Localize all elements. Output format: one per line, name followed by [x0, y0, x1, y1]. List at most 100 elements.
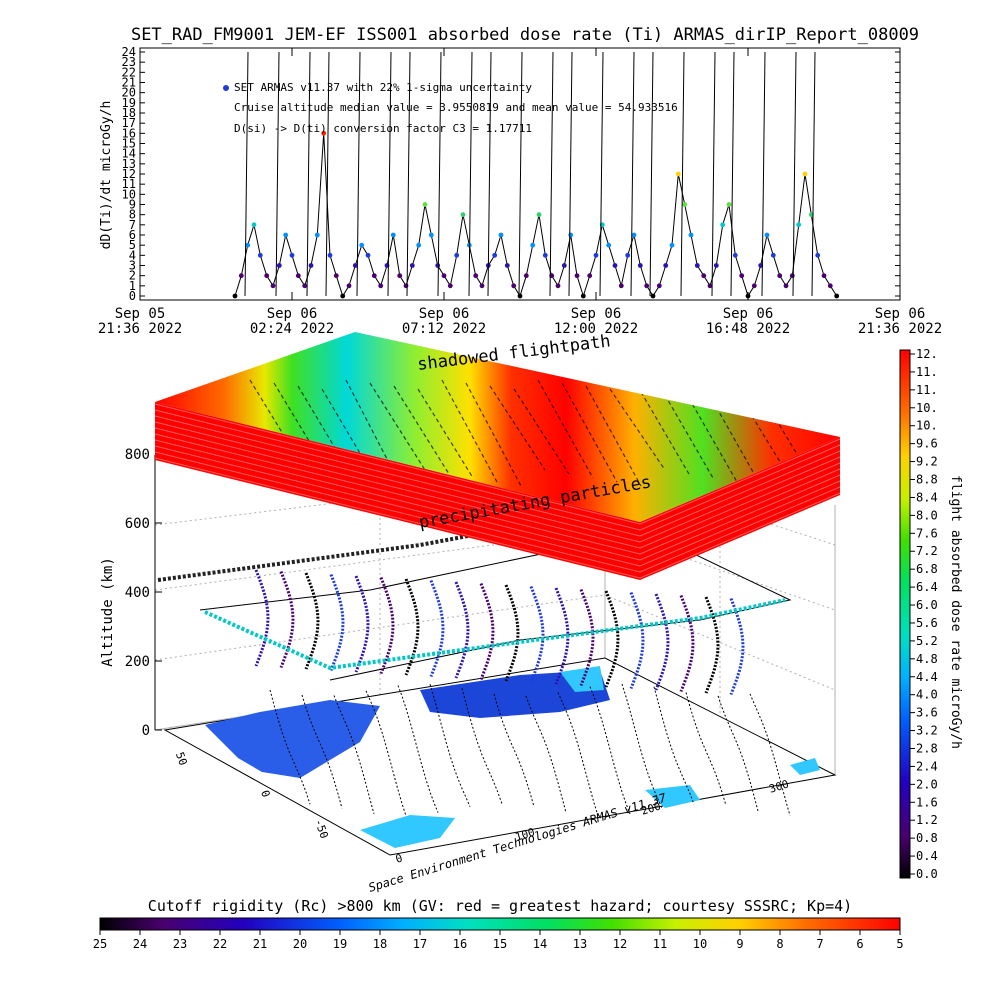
colorbar-tick-label: 7.2 — [916, 544, 938, 558]
orbit-wave — [254, 569, 270, 667]
x-tick-label-date: Sep 06 — [419, 306, 470, 322]
data-point — [625, 252, 631, 258]
orbit-wave — [354, 575, 370, 673]
slab-track — [273, 382, 330, 475]
slab-stripe — [639, 486, 841, 573]
altitude-3d-panel: 0 200 400 600 800 Altitude (km) 50 0 -50 0 100 2… — [100, 331, 841, 895]
latitude-tick-label: 0 — [258, 788, 272, 799]
orbit-wave — [729, 597, 745, 696]
y-tick-label: 5 — [129, 238, 136, 252]
colorbar-tick-label: 3.6 — [916, 706, 938, 720]
slab-track — [681, 385, 738, 483]
y-tick-label: 17 — [122, 116, 136, 130]
data-point — [270, 283, 276, 289]
landmass-south — [790, 758, 820, 775]
colorbar-tick-label: 0.0 — [916, 867, 938, 881]
slab-stripe — [154, 415, 641, 537]
altitude-tick-label: 400 — [125, 585, 150, 601]
spike-line — [518, 51, 523, 297]
data-point — [827, 283, 833, 289]
y-tick-label: 18 — [122, 106, 136, 120]
timeseries-line — [234, 133, 838, 298]
longitude-ticks: 0 100 200 300 — [394, 778, 790, 866]
longitude-tick-label: 0 — [394, 851, 404, 865]
data-point — [378, 283, 384, 289]
data-point — [713, 263, 719, 268]
data-point — [245, 242, 251, 248]
ground-track — [493, 693, 535, 807]
data-point — [435, 263, 441, 268]
spike-line — [468, 51, 473, 297]
cutoff-tick-label: 20 — [293, 937, 307, 951]
y-tick-label: 10 — [122, 187, 136, 201]
slab-stripe — [639, 468, 841, 555]
data-point — [707, 283, 713, 289]
altitude-tick-label: 600 — [125, 516, 150, 532]
slab-track — [369, 382, 426, 471]
longitude-tick-label: 100 — [514, 826, 537, 844]
y-tick-label: 22 — [122, 65, 136, 79]
ground-track — [269, 689, 311, 805]
data-point — [821, 273, 827, 279]
colorbar-tick-label: 4.0 — [916, 688, 938, 702]
spike-line — [325, 51, 330, 297]
data-point — [371, 273, 377, 279]
spike-line — [730, 51, 735, 297]
data-point — [511, 283, 517, 289]
cutoff-tick-label: 10 — [693, 937, 707, 951]
spike-line — [549, 51, 554, 297]
cutoff-tick-label: 24 — [133, 937, 147, 951]
data-point — [663, 263, 669, 268]
slab-stripe — [154, 421, 641, 543]
spike-line — [711, 51, 716, 297]
timeseries-title: SET_RAD_FM9001 JEM-EF ISS001 absorbed do… — [131, 25, 919, 45]
colorbar-tick-label: 8.8 — [916, 473, 938, 487]
y-tick-label: 9 — [129, 198, 136, 212]
altitude-axis: 0 200 400 600 800 Altitude (km) — [100, 447, 162, 739]
data-point — [612, 263, 618, 268]
spike-line — [437, 51, 442, 297]
slab-track — [705, 388, 762, 487]
ground-track — [333, 695, 375, 815]
slab-track — [609, 388, 666, 471]
cutoff-tick-label: 22 — [213, 937, 227, 951]
orbit-wave — [529, 585, 545, 684]
data-point — [726, 202, 732, 207]
x-tick-label-date: Sep 06 — [267, 306, 318, 322]
data-point — [631, 232, 637, 238]
y-tick-label: 14 — [122, 147, 136, 161]
data-point — [656, 283, 662, 289]
slab-stripe — [639, 456, 841, 543]
data-point — [473, 273, 479, 279]
spike-line — [275, 51, 280, 297]
cutoff-tick-label: 9 — [736, 937, 743, 951]
data-point — [454, 252, 460, 258]
altitude-tick-label: 0 — [142, 723, 150, 739]
data-point — [523, 273, 529, 279]
slab-track — [561, 382, 618, 483]
data-point — [504, 263, 510, 268]
colorbar-tick-label: 5.2 — [916, 634, 938, 648]
longitude-tick-label: 300 — [768, 778, 791, 796]
spike-line — [387, 51, 392, 297]
cutoff-tick-label: 5 — [896, 937, 903, 951]
ground-track — [653, 686, 695, 805]
slab-edge-stripes — [154, 403, 841, 579]
cutoff-tick-label: 19 — [333, 937, 347, 951]
data-point — [479, 283, 485, 289]
y-tick-label: 7 — [129, 218, 136, 232]
slab-stripe — [154, 433, 641, 555]
cutoff-tick-label: 25 — [93, 937, 107, 951]
colorbar-tick-label: 9.6 — [916, 437, 938, 451]
y-tick-label: 3 — [129, 259, 136, 273]
orbit-track-band — [157, 527, 646, 582]
orbit-track-points — [204, 569, 786, 696]
data-point — [447, 283, 453, 289]
slab-track — [585, 385, 642, 487]
colorbar-tick-label: 2.4 — [916, 759, 938, 773]
slab-stripe — [154, 445, 641, 567]
y-tick-label: 0 — [129, 289, 136, 303]
y-tick-label: 11 — [122, 177, 136, 191]
